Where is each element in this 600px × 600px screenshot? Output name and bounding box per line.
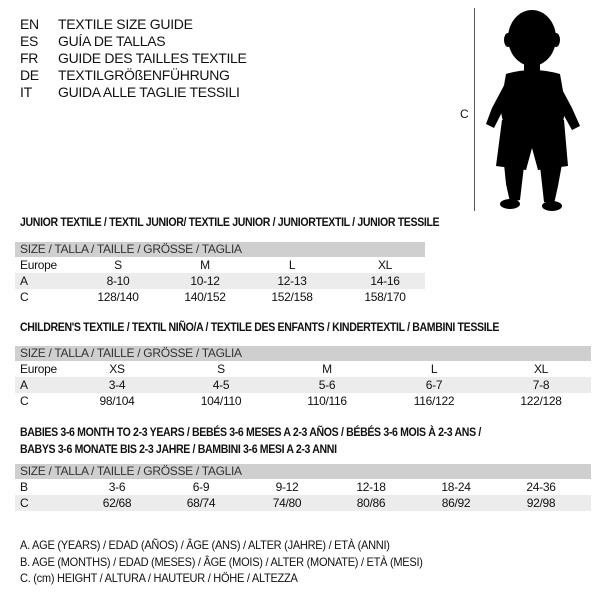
- babies-table: SIZE / TALLA / TAILLE / GRÖSSE / TAGLIA …: [15, 464, 591, 511]
- table-cell: 62/68: [102, 496, 132, 510]
- junior-title: JUNIOR TEXTILE / TEXTIL JUNIOR/ TEXTILE …: [20, 215, 440, 229]
- babies-title-line2: BABYS 3-6 MONATE BIS 2-3 JAHRE / BAMBINI…: [20, 442, 337, 456]
- table-cell: 122/128: [520, 394, 562, 408]
- lang-it: IT GUIDA ALLE TAGLIE TESSILI: [20, 84, 240, 100]
- table-row: A 3-4 4-5 5-6 6-7 7-8: [15, 377, 591, 393]
- table-cell: 10-12: [190, 274, 220, 288]
- table-cell: 3-4: [108, 378, 126, 392]
- table-cell: 3-6: [108, 480, 126, 494]
- table-cell: 7-8: [532, 378, 550, 392]
- height-measure-label: C: [460, 107, 469, 121]
- table-cell: 98/104: [99, 394, 135, 408]
- table-cell: 128/140: [97, 290, 139, 304]
- table-row: C 62/68 68/74 74/80 80/86 86/92 92/98: [15, 495, 591, 511]
- table-cell: 12-18: [356, 480, 386, 494]
- table-header: SIZE / TALLA / TAILLE / GRÖSSE / TAGLIA: [15, 346, 591, 361]
- table-cell: 80/86: [356, 496, 386, 510]
- children-title: CHILDREN'S TEXTILE / TEXTIL NIÑO/A / TEX…: [20, 320, 500, 334]
- table-cell: 6-7: [425, 378, 443, 392]
- table-cell: M: [322, 362, 332, 376]
- table-row: C 128/140 140/152 152/158 158/170: [20, 290, 406, 304]
- table-cell: 6-9: [192, 480, 210, 494]
- table-cell: 140/152: [184, 290, 226, 304]
- table-cell: 5-6: [318, 378, 336, 392]
- table-cell: M: [200, 258, 210, 272]
- lang-fr: FR GUIDE DES TAILLES TEXTILE: [20, 50, 247, 66]
- lang-es: ES GUÍA DE TALLAS: [20, 33, 166, 49]
- table-cell: 86/92: [441, 496, 471, 510]
- table-cell: L: [288, 258, 296, 272]
- table-row: B 3-6 6-9 9-12 12-18 18-24 24-36: [20, 480, 556, 494]
- table-cell: XL: [533, 362, 549, 376]
- table-cell: 92/98: [526, 496, 556, 510]
- babies-title-line1: BABIES 3-6 MONTH TO 2-3 YEARS / BEBÉS 3-…: [20, 425, 481, 439]
- junior-table: SIZE / TALLA / TAILLE / GRÖSSE / TAGLIA …: [15, 242, 425, 305]
- table-cell: XS: [109, 362, 125, 376]
- note-a: A. AGE (YEARS) / EDAD (AÑOS) / ÂGE (ANS)…: [20, 538, 390, 552]
- lang-de: DE TEXTILGRÖßENFÜHRUNG: [20, 67, 230, 83]
- table-cell: 12-13: [277, 274, 307, 288]
- table-cell: 158/170: [364, 290, 406, 304]
- table-cell: 4-5: [212, 378, 230, 392]
- note-b: B. AGE (MONTHS) / EDAD (MESES) / ÂGE (MO…: [20, 555, 423, 569]
- table-cell: S: [114, 258, 122, 272]
- language-list: EN TEXTILE SIZE GUIDE ES GUÍA DE TALLAS FR…: [20, 16, 247, 101]
- table-header: SIZE / TALLA / TAILLE / GRÖSSE / TAGLIA: [15, 242, 425, 257]
- table-cell: 68/74: [186, 496, 216, 510]
- child-silhouette-icon: [486, 10, 580, 211]
- lang-en: EN TEXTILE SIZE GUIDE: [20, 16, 193, 32]
- height-measure-line: [474, 8, 475, 211]
- table-row: A 8-10 10-12 12-13 14-16: [15, 273, 425, 289]
- table-cell: 116/122: [413, 394, 455, 408]
- table-row: Europe XS S M L XL: [20, 362, 549, 376]
- table-header: SIZE / TALLA / TAILLE / GRÖSSE / TAGLIA: [15, 464, 591, 479]
- table-cell: 74/80: [272, 496, 302, 510]
- table-cell: L: [430, 362, 438, 376]
- table-cell: 14-16: [370, 274, 400, 288]
- note-c: C. (cm) HEIGHT / ALTURA / HAUTEUR / HÖHE…: [20, 571, 298, 585]
- table-row: Europe S M L XL: [20, 258, 393, 272]
- table-cell: S: [217, 362, 225, 376]
- children-table: SIZE / TALLA / TAILLE / GRÖSSE / TAGLIA …: [15, 346, 591, 409]
- table-cell: 9-12: [275, 480, 299, 494]
- table-cell: 110/116: [307, 394, 347, 408]
- table-cell: 8-10: [106, 274, 130, 288]
- table-cell: 104/110: [200, 394, 242, 408]
- table-cell: 18-24: [441, 480, 471, 494]
- table-row: C 98/104 104/110 110/116 116/122 122/128: [20, 394, 562, 408]
- table-cell: XL: [377, 258, 393, 272]
- table-cell: 24-36: [526, 480, 556, 494]
- table-cell: 152/158: [271, 290, 313, 304]
